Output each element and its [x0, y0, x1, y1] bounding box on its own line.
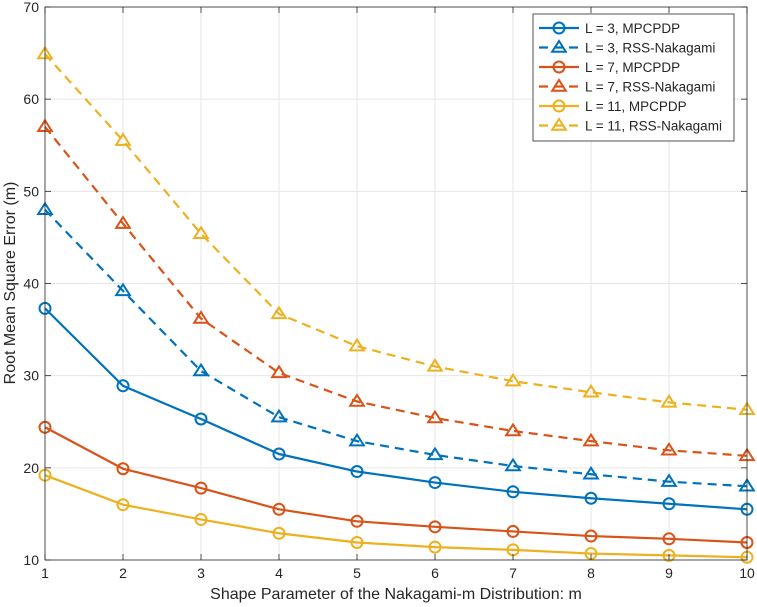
data-point — [506, 485, 520, 499]
data-point — [272, 502, 286, 516]
data-point — [192, 362, 210, 377]
data-point — [350, 514, 364, 528]
x-tick-label: 4 — [275, 565, 283, 581]
data-point — [662, 532, 676, 546]
series-line — [44, 426, 748, 544]
y-tick-label: 40 — [23, 276, 39, 292]
legend-label: L = 3, RSS-Nakagami — [585, 41, 715, 56]
data-point — [426, 446, 444, 461]
data-point — [582, 465, 600, 480]
data-point — [582, 432, 600, 447]
legend-marker — [550, 117, 568, 131]
data-point — [194, 512, 208, 526]
data-point — [428, 540, 442, 554]
x-axis-label: Shape Parameter of the Nakagami-m Distri… — [210, 586, 582, 603]
data-point — [428, 476, 442, 490]
legend-marker — [550, 78, 568, 92]
legend-item: L = 11, RSS-Nakagami — [539, 117, 722, 134]
data-point — [116, 379, 130, 393]
legend-marker — [550, 39, 568, 53]
data-point — [426, 409, 444, 424]
x-tick-label: 8 — [587, 565, 595, 581]
legend-label: L = 11, RSS-Nakagami — [585, 119, 722, 134]
x-tick-label: 6 — [431, 565, 439, 581]
y-axis-label: Root Mean Square Error (m) — [2, 182, 19, 385]
data-point — [660, 441, 678, 456]
legend-item: L = 3, MPCPDP — [539, 21, 680, 36]
y-tick-label: 70 — [23, 0, 39, 15]
data-point — [504, 457, 522, 472]
data-point — [504, 422, 522, 437]
legend-label: L = 7, MPCPDP — [585, 60, 680, 75]
legend: L = 3, MPCPDP L = 3, RSS-Nakagami L = 7, M… — [532, 13, 735, 142]
x-tick-label: 9 — [665, 565, 673, 581]
data-point — [116, 498, 130, 512]
y-tick-label: 30 — [23, 368, 39, 384]
y-tick-label: 50 — [23, 183, 39, 199]
data-point — [426, 358, 444, 372]
data-point — [660, 473, 678, 487]
data-point — [194, 481, 208, 495]
series-layer — [36, 45, 756, 564]
data-point — [272, 526, 286, 540]
legend-item: L = 7, RSS-Nakagami — [539, 78, 715, 95]
legend-label: L = 11, MPCPDP — [585, 99, 687, 114]
series-line — [44, 474, 748, 559]
legend-label: L = 7, RSS-Nakagami — [585, 80, 715, 95]
legend-marker — [552, 60, 566, 74]
data-point — [350, 535, 364, 549]
x-tick-label: 2 — [119, 565, 127, 581]
legend-item: L = 11, MPCPDP — [539, 99, 687, 114]
data-point — [270, 408, 288, 423]
series-line — [44, 209, 748, 488]
data-point — [584, 529, 598, 543]
data-point — [662, 548, 676, 562]
data-point — [504, 372, 522, 387]
x-tick-label: 1 — [41, 565, 49, 581]
data-point — [350, 465, 364, 479]
series-6 — [36, 45, 756, 415]
data-point — [114, 132, 132, 146]
data-point — [192, 225, 210, 239]
data-point — [116, 462, 130, 476]
data-point — [270, 305, 288, 320]
legend-item: L = 7, MPCPDP — [539, 60, 680, 75]
series-2 — [36, 201, 756, 492]
data-point — [428, 520, 442, 534]
data-point — [662, 497, 676, 511]
data-point — [348, 393, 366, 407]
series-line — [44, 307, 748, 511]
y-tick-label: 10 — [23, 552, 39, 568]
data-point — [270, 364, 288, 379]
series-line — [44, 126, 748, 457]
y-tick-label: 20 — [23, 460, 39, 476]
data-point — [582, 383, 600, 398]
data-point — [114, 215, 132, 229]
data-point — [272, 447, 286, 461]
series-line — [44, 53, 748, 411]
x-tick-label: 3 — [197, 565, 205, 581]
data-point — [194, 412, 208, 426]
data-point — [660, 394, 678, 408]
data-point — [506, 524, 520, 538]
x-tick-label: 5 — [353, 565, 361, 581]
ticks: 1 2 3 4 5 6 7 8 9 10 10 20 30 40 50 60 70 — [23, 0, 755, 581]
x-tick-label: 7 — [509, 565, 517, 581]
legend-marker — [552, 21, 566, 35]
x-tick-label: 10 — [739, 565, 755, 581]
legend-item: L = 3, RSS-Nakagami — [539, 39, 715, 56]
data-point — [584, 491, 598, 505]
data-point — [348, 337, 366, 352]
data-point — [348, 432, 366, 447]
data-point — [192, 310, 210, 324]
legend-marker — [552, 99, 566, 113]
legend-box — [532, 13, 735, 142]
y-tick-label: 60 — [23, 91, 39, 107]
legend-label: L = 3, MPCPDP — [585, 21, 680, 36]
data-point — [114, 282, 132, 297]
